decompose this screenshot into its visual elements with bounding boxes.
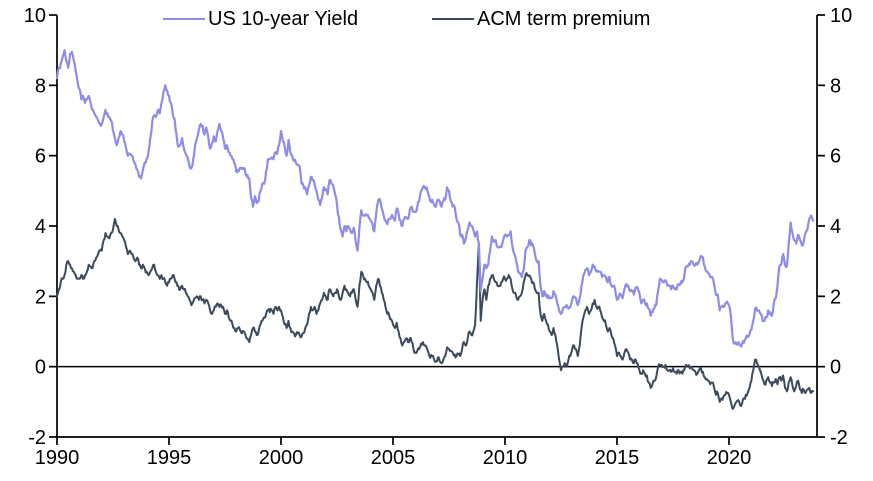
y-axis-right-tick-label: 2 <box>830 286 841 308</box>
legend-item-acm-term-premium: ACM term premium <box>432 8 650 30</box>
y-axis-left-tick-label: 10 <box>24 5 46 27</box>
y-axis-left-tick-label: 2 <box>35 286 46 308</box>
x-axis-tick-label: 2010 <box>483 447 528 469</box>
acm-term-premium-legend-line <box>432 17 474 21</box>
y-axis-right-tick-label: 0 <box>830 357 841 379</box>
x-axis-tick-label: 2005 <box>371 447 416 469</box>
y-axis-right-tick-label: 8 <box>830 75 841 97</box>
y-axis-left-tick-label: 4 <box>35 216 46 238</box>
y-axis-left-tick-label: 8 <box>35 75 46 97</box>
y-axis-right-tick-label: 4 <box>830 216 841 238</box>
x-axis-tick-label: 1990 <box>35 447 80 469</box>
y-axis-left-tick-label: 0 <box>35 357 46 379</box>
x-axis-tick-label: 2020 <box>707 447 752 469</box>
us-10-year-yield-legend-line <box>163 17 205 21</box>
x-axis-tick-label: 2015 <box>595 447 640 469</box>
y-axis-right-tick-label: 10 <box>830 5 852 27</box>
y-axis-right-tick-label: 6 <box>830 146 841 168</box>
data-series <box>55 49 815 410</box>
legend-item-us-10-year-yield: US 10-year Yield <box>163 8 358 30</box>
y-axis-right-tick-label: -2 <box>830 427 848 449</box>
legend-label-us-10-year-yield: US 10-year Yield <box>208 8 359 30</box>
us-10-year-yield-line <box>55 49 815 348</box>
x-axis-tick-label: 1995 <box>147 447 192 469</box>
y-axis-left-tick-label: 6 <box>35 146 46 168</box>
x-axis-tick-label: 2000 <box>259 447 304 469</box>
y-axis-left-tick-label: -2 <box>28 427 46 449</box>
legend-label-acm-term-premium: ACM term premium <box>477 8 651 30</box>
acm-term-premium-line <box>56 218 814 410</box>
